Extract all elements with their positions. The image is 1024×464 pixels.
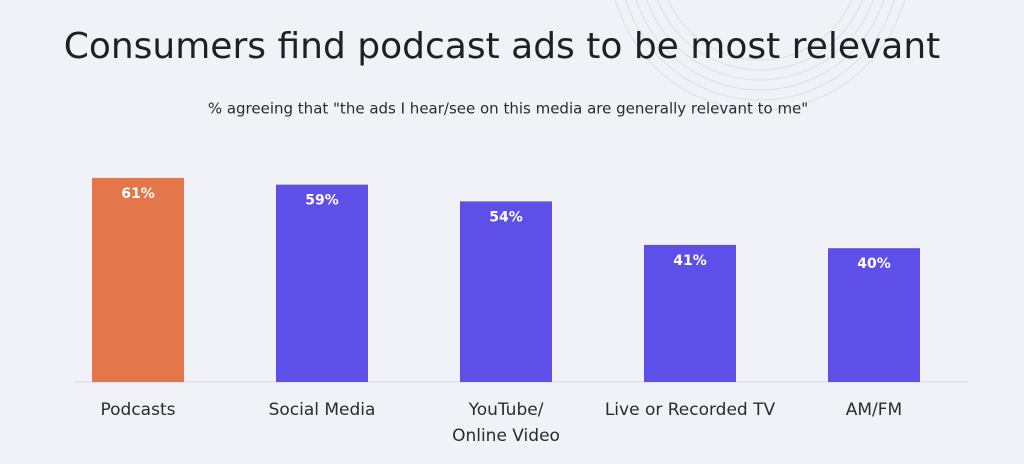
bar [460,201,552,382]
x-tick-label: AM/FM [846,400,902,420]
bar [828,248,920,382]
bar [92,177,184,382]
x-tick-label: Social Media [269,400,376,420]
value-label: 54% [489,209,523,225]
chart-title: Consumers find podcast ads to be most re… [64,26,941,67]
bar [276,184,368,382]
x-tick-label: Live or Recorded TV [605,400,776,420]
value-label: 40% [857,256,891,272]
value-label: 61% [121,186,155,202]
bar [644,244,736,382]
decor-arcs [614,0,906,111]
x-tick-label: Podcasts [101,400,176,420]
value-label: 59% [305,193,339,209]
value-label: 41% [673,253,707,269]
chart-subtitle: % agreeing that "the ads I hear/see on t… [208,100,808,118]
x-tick-label: YouTube/Online Video [452,400,560,446]
